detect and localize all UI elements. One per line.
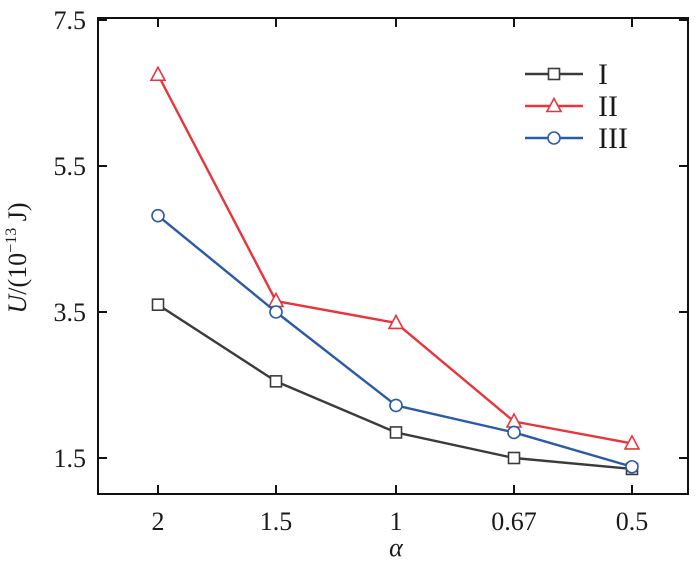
series-line <box>156 74 633 445</box>
y-tick-label: 5.5 <box>54 152 87 181</box>
data-point <box>387 313 405 330</box>
y-tick-label: 1.5 <box>54 444 87 473</box>
legend-label: II <box>598 90 618 123</box>
data-point <box>623 434 641 450</box>
x-tick-label: 1 <box>390 507 403 536</box>
data-point <box>149 65 167 82</box>
legend-label: III <box>598 122 628 155</box>
data-point <box>507 451 521 465</box>
data-point <box>389 398 403 413</box>
data-point <box>267 291 285 308</box>
legend-marker <box>547 131 561 145</box>
data-point <box>625 459 639 474</box>
series-layer <box>149 65 641 476</box>
plot-border <box>97 17 689 495</box>
y-tick-label: 7.5 <box>54 6 87 35</box>
y-tick-label: 3.5 <box>54 298 87 327</box>
x-tick-label: 1.5 <box>260 507 293 536</box>
data-point <box>389 426 403 439</box>
data-point <box>507 425 521 440</box>
data-point <box>151 298 165 312</box>
data-point <box>269 305 283 319</box>
x-axis-title: α <box>389 533 404 562</box>
y-axis-title: U/(10−13 J) <box>3 203 32 314</box>
y-axis: 7.5 5.5 3.5 1.5 <box>54 6 688 473</box>
legend-marker <box>545 96 563 113</box>
series-2 <box>149 65 641 450</box>
legend-marker <box>547 67 561 81</box>
data-point <box>269 375 283 388</box>
legend-item: I <box>525 58 608 91</box>
x-tick-label: 0.67 <box>491 507 537 536</box>
legend-label: I <box>598 58 608 91</box>
x-tick-label: 2 <box>152 507 165 536</box>
data-point <box>151 208 165 223</box>
legend-item: II <box>525 90 618 123</box>
x-tick-label: 0.5 <box>616 507 649 536</box>
legend-item: III <box>525 122 628 155</box>
series-line <box>157 303 633 471</box>
plot-frame <box>97 17 689 495</box>
x-axis: 2 1.5 1 0.67 0.5 <box>152 18 649 536</box>
series-3 <box>151 208 639 474</box>
